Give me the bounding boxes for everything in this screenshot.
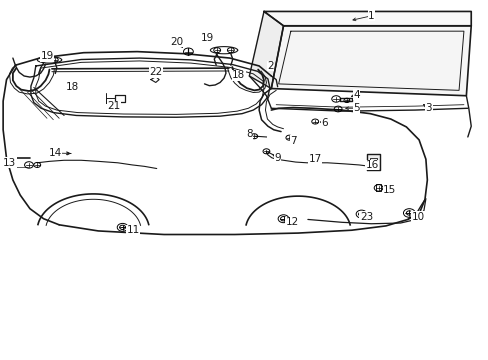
Text: 10: 10 (411, 212, 424, 221)
Text: 2: 2 (266, 61, 273, 71)
Text: 20: 20 (170, 37, 183, 47)
Text: 9: 9 (274, 153, 281, 163)
Text: 5: 5 (353, 103, 359, 113)
Polygon shape (264, 12, 470, 26)
Text: 7: 7 (289, 136, 296, 145)
Text: 12: 12 (285, 217, 298, 227)
Text: 8: 8 (245, 129, 252, 139)
Text: 1: 1 (367, 11, 374, 21)
Text: 6: 6 (321, 118, 327, 128)
Text: 19: 19 (41, 51, 54, 61)
Text: 22: 22 (149, 67, 162, 77)
Text: 19: 19 (201, 33, 214, 43)
Text: 11: 11 (126, 225, 140, 235)
Text: 3: 3 (425, 103, 431, 113)
Text: 14: 14 (49, 148, 62, 158)
Text: 15: 15 (383, 185, 396, 195)
Text: 21: 21 (107, 101, 120, 111)
Polygon shape (271, 26, 470, 96)
Text: 18: 18 (231, 70, 245, 80)
Text: 23: 23 (359, 212, 372, 221)
Text: 18: 18 (66, 82, 80, 93)
Text: 17: 17 (308, 154, 321, 164)
Polygon shape (249, 12, 283, 89)
Polygon shape (366, 154, 379, 170)
Text: 4: 4 (353, 90, 359, 100)
Text: 16: 16 (365, 160, 378, 170)
Text: 13: 13 (3, 158, 16, 168)
